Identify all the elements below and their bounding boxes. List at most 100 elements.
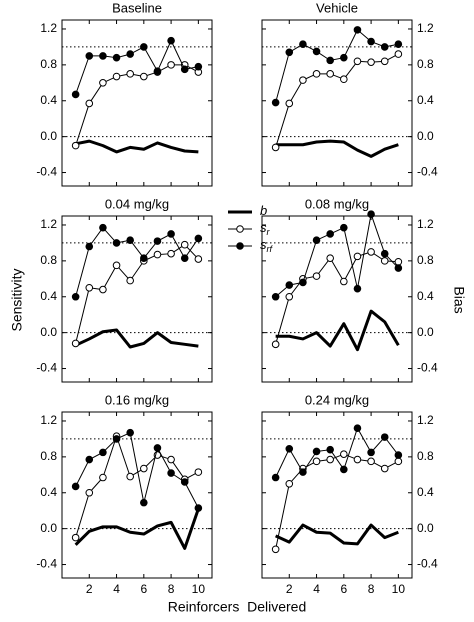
data-point [394,451,403,459]
x-tick-label: 10 [192,582,206,596]
data-point [285,48,294,57]
plot-frame [261,215,413,383]
data-point [194,504,203,512]
data-point [112,72,121,81]
data-point [71,90,80,99]
y-tick-label: 1.2 [40,21,57,35]
y-tick-label: 1.2 [417,21,434,35]
data-point [299,468,307,476]
series-line [75,40,199,95]
data-point [126,50,134,58]
data-point [312,70,321,78]
data-point [194,255,203,263]
data-point [85,52,94,60]
data-point [153,250,162,259]
data-point [180,240,189,249]
data-point [367,58,375,66]
y-tick-label: 0.8 [417,449,434,463]
plot-frame [261,411,413,579]
series-line [275,53,399,148]
data-point [167,469,175,477]
data-point [367,210,375,219]
series-line [75,435,199,538]
data-point [353,284,362,293]
legend-marker [236,242,244,250]
data-point [71,141,80,150]
x-tick-label: 8 [168,582,175,596]
data-point [285,99,294,108]
data-point [71,292,80,301]
data-point [394,50,403,58]
data-point [340,450,348,458]
data-point [326,455,334,464]
data-point [340,53,348,62]
legend-name: s [260,237,267,252]
y-tick-label: -0.4 [417,165,438,179]
series-line [74,508,200,550]
x-tick-label: 6 [340,582,347,596]
x-tick-label: 2 [286,582,293,596]
data-point [340,75,348,84]
series-line [75,64,199,146]
data-point [112,435,121,443]
y-tick-label: -0.4 [36,165,57,179]
data-point [285,444,294,453]
data-point [299,278,307,287]
y-tick-label: 0.0 [417,325,434,339]
data-point [85,488,94,497]
data-point [85,455,94,464]
data-point [271,473,280,482]
legend-name: s [260,220,267,235]
y-tick-label: 0.8 [417,253,434,267]
data-point [285,281,294,289]
data-point [140,72,148,81]
y-tick-label: 0.8 [417,57,434,71]
data-point [99,223,107,232]
panel-title: 0.24 mg/kg [305,392,369,407]
data-point [299,76,307,84]
series-line [275,251,399,345]
data-point [340,223,348,232]
series-line [275,453,399,550]
y-tick-label: 0.8 [40,57,57,71]
data-point [167,61,175,69]
data-point [285,292,294,301]
data-point [85,283,94,292]
panel-title: 0.16 mg/kg [105,392,169,407]
data-point [126,276,134,285]
data-point [353,424,362,432]
data-point [394,457,403,466]
data-point [394,257,403,266]
data-point [180,478,189,486]
data-point [140,43,148,51]
y-tick-label: 0.4 [417,289,434,303]
series-line [275,139,399,158]
data-point [194,234,203,243]
y-tick-label: 0.4 [40,93,57,107]
x-axis-label: Reinforcers Delivered [168,599,307,615]
y-tick-label: 0.0 [40,521,57,535]
data-point [180,65,189,74]
data-point [312,236,321,245]
y-tick-label: 0.4 [417,93,434,107]
legend-label: sr [260,220,271,237]
data-point [380,464,389,473]
data-point [99,79,107,87]
data-point [99,285,107,294]
data-point [394,264,403,272]
panel-title: 0.08 mg/kg [305,196,369,211]
data-point [312,447,321,456]
y-tick-label: 1.2 [40,413,57,427]
data-point [112,53,121,62]
data-point [271,545,280,554]
y-tick-label: -0.4 [36,557,57,571]
data-point [167,455,175,464]
series-line [75,139,199,154]
data-point [312,457,321,466]
plot-frame [61,411,213,579]
data-point [353,26,362,34]
legend-subscript: r [267,227,271,237]
data-point [153,67,162,75]
series-line [275,427,399,478]
